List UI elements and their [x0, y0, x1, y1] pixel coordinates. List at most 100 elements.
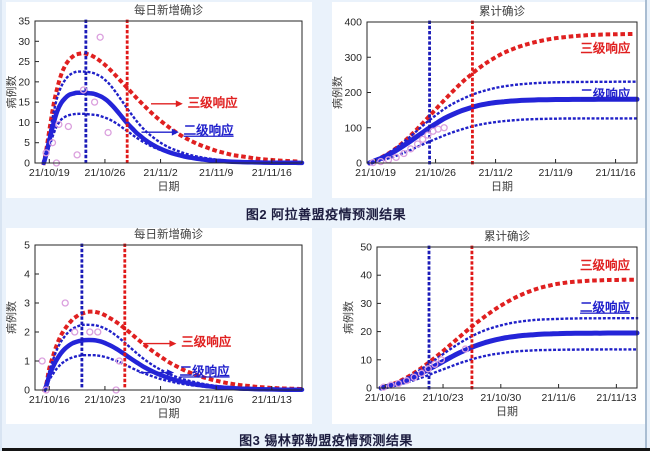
- annotation-label-1: 二级响应: [180, 363, 231, 378]
- observed-point: [419, 135, 427, 144]
- observed-point: [410, 373, 418, 381]
- curve-level2-ci-lower: [368, 117, 639, 165]
- x-tick-label: 21/11/16: [252, 167, 292, 179]
- curve-level2-ci-upper: [379, 317, 639, 390]
- axes-box: [34, 244, 303, 391]
- y-tick-label: 300: [344, 52, 362, 64]
- y-axis-label: 病例数: [332, 76, 344, 109]
- observed-point: [38, 357, 46, 365]
- observed-point: [90, 98, 99, 106]
- chart-xilingol-cumulative: 21/10/16 21/10/23 21/10/30 21/11/6 21/11/13 0…: [332, 228, 646, 424]
- x-tick-label: 21/10/30: [140, 394, 181, 406]
- observed-point: [403, 377, 411, 385]
- observed-point: [96, 33, 104, 41]
- alxa-daily-new-plot: 21/10/19 21/10/26 21/11/2 21/11/9 21/11/16 0 5…: [6, 3, 305, 193]
- chart-alxa-daily-new: 21/10/19 21/10/26 21/11/2 21/11/9 21/11/16 0 5…: [6, 2, 312, 198]
- y-tick-label: 400: [344, 17, 362, 29]
- y-tick-label: 3: [24, 298, 30, 310]
- chart-alxa-cumulative: 21/10/19 21/10/26 21/11/2 21/11/9 21/11/16 0 1…: [332, 2, 646, 198]
- y-tick-label: 0: [24, 158, 30, 170]
- axes-box: [376, 246, 638, 389]
- observed-point: [79, 86, 88, 94]
- x-tick-label: 21/11/9: [538, 167, 572, 179]
- xilingol-daily-new-plot: 21/10/16 21/10/23 21/10/30 21/11/6 21/11/13 0…: [6, 228, 305, 420]
- curve-level2-ci-lower: [379, 348, 639, 390]
- y-tick-label: 35: [18, 16, 30, 28]
- y-tick-label: 1: [24, 356, 30, 368]
- chart-title: 累计确诊: [479, 4, 525, 18]
- observed-point: [61, 299, 69, 307]
- x-tick-label: 21/11/2: [143, 167, 177, 179]
- y-tick-label: 25: [18, 56, 30, 68]
- bottom-border-line: [2, 448, 650, 451]
- x-tick-label: 21/10/26: [415, 167, 456, 179]
- observed-point: [104, 128, 112, 137]
- x-tick-label: 21/11/6: [199, 394, 233, 406]
- observed-point: [42, 149, 50, 157]
- observed-point: [86, 328, 94, 336]
- y-tick-label: 40: [360, 270, 372, 282]
- annotation-label-0: 三级响应: [580, 41, 631, 56]
- xilingol-cumulative-plot: 21/10/16 21/10/23 21/10/30 21/11/6 21/11/13 0…: [341, 229, 640, 418]
- x-tick-label: 21/10/16: [365, 392, 406, 404]
- y-tick-label: 20: [360, 326, 372, 338]
- x-axis-label: 日期: [496, 405, 518, 418]
- x-tick-label: 21/11/13: [252, 394, 292, 406]
- y-tick-label: 20: [18, 76, 30, 88]
- annotation-label-1: 二级响应: [184, 123, 235, 138]
- annotation-label-0: 三级响应: [580, 258, 631, 273]
- observed-point: [424, 365, 432, 373]
- y-tick-label: 10: [360, 354, 372, 366]
- annotation-label-0: 三级响应: [188, 95, 239, 110]
- observed-point: [424, 131, 432, 139]
- curve-level3-upper-prediction: [42, 309, 305, 393]
- x-tick-label: 21/10/30: [480, 392, 521, 404]
- curve-level2-median-prediction: [42, 337, 305, 393]
- observed-point: [417, 369, 426, 377]
- observed-point: [71, 328, 79, 336]
- y-axis-label: 病例数: [341, 301, 355, 334]
- curve-level3-upper-prediction: [378, 277, 639, 391]
- x-axis-label: 日期: [491, 180, 513, 193]
- x-tick-label: 21/10/23: [84, 394, 125, 406]
- annotation-arrow-head-0: [169, 340, 177, 347]
- chart-title: 累计确诊: [484, 229, 530, 243]
- observed-point: [400, 149, 408, 158]
- observed-point: [73, 151, 81, 159]
- x-tick-label: 21/10/26: [84, 167, 125, 179]
- observed-point: [407, 145, 415, 153]
- observed-point: [94, 328, 102, 336]
- alxa-cumulative-plot: 21/10/19 21/10/26 21/11/2 21/11/9 21/11/16 0 1…: [332, 4, 640, 193]
- y-tick-label: 4: [24, 269, 30, 281]
- figure3-caption: 图3 锡林郭勒盟疫情预测结果: [239, 433, 413, 448]
- x-tick-label: 21/11/16: [596, 167, 636, 179]
- x-axis-label: 日期: [158, 180, 180, 193]
- curve-level2-ci-upper: [42, 70, 304, 165]
- curve-level2-median-prediction: [367, 96, 640, 166]
- y-axis-label: 病例数: [6, 76, 18, 109]
- y-tick-label: 0: [356, 158, 362, 170]
- chart-xilingol-daily-new: 21/10/16 21/10/23 21/10/30 21/11/6 21/11/13 0…: [6, 228, 312, 424]
- observed-point: [434, 125, 442, 133]
- observed-point: [48, 139, 57, 147]
- observed-point: [392, 153, 400, 162]
- y-tick-label: 0: [24, 385, 30, 397]
- observed-point: [440, 124, 448, 132]
- chart-title: 每日新增确诊: [134, 228, 203, 241]
- x-tick-label: 21/10/19: [355, 167, 396, 179]
- observed-point: [394, 379, 403, 388]
- observed-point: [461, 345, 469, 353]
- annotation-label-1: 二级响应: [580, 300, 631, 315]
- curve-level3-upper-prediction: [41, 51, 305, 166]
- y-tick-label: 10: [18, 117, 30, 129]
- observed-point: [431, 360, 439, 368]
- y-tick-label: 30: [360, 298, 372, 310]
- curve-level2-median-prediction: [41, 90, 305, 166]
- observed-point: [55, 120, 63, 129]
- annotation-arrow-head-0: [175, 100, 183, 108]
- observed-point: [115, 357, 123, 365]
- x-tick-label: 21/11/13: [596, 392, 636, 404]
- observed-point: [437, 356, 446, 364]
- y-tick-label: 200: [344, 87, 362, 99]
